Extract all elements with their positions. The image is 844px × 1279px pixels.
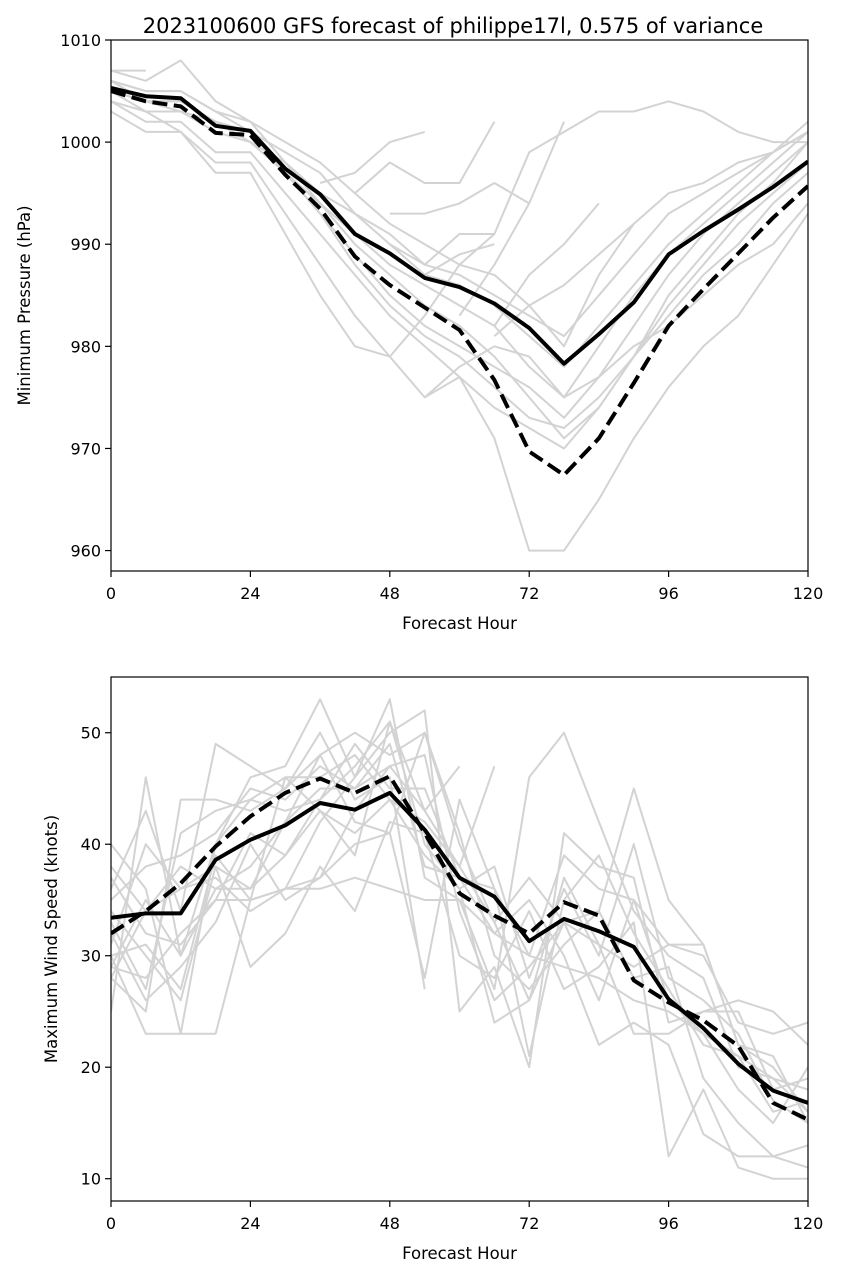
ensemble-member-line — [111, 731, 808, 1124]
x-tick-label: 120 — [793, 1214, 824, 1233]
pressure-x-axis-label: Forecast Hour — [402, 614, 517, 633]
pressure-ensemble-members — [111, 59, 808, 552]
y-tick-label: 40 — [81, 835, 101, 854]
x-tick-label: 72 — [519, 584, 539, 603]
ensemble-member-line — [389, 182, 530, 215]
y-tick-label: 990 — [70, 235, 101, 254]
wind-mean-series — [111, 774, 808, 1122]
ensemble-member-line — [424, 202, 808, 399]
ensemble-member-line — [111, 59, 808, 399]
y-tick-label: 970 — [70, 439, 101, 458]
pressure-mean-series — [111, 86, 808, 477]
y-tick-label: 960 — [70, 542, 101, 561]
mean-line-solid — [111, 790, 808, 1105]
mean-line-solid — [111, 86, 808, 366]
wind-x-ticks: 0 24 48 72 96 120 — [106, 1201, 823, 1233]
wind-y-ticks: 10 20 30 40 50 — [81, 724, 111, 1189]
ensemble-member-line — [424, 243, 495, 276]
mean-line-dashed — [111, 774, 808, 1122]
y-tick-label: 20 — [81, 1058, 101, 1077]
ensemble-member-line — [111, 754, 808, 1091]
ensemble-member-line — [389, 233, 495, 266]
ensemble-member-line — [111, 876, 808, 1091]
x-tick-label: 72 — [519, 1214, 539, 1233]
wind-x-axis-label: Forecast Hour — [402, 1244, 517, 1263]
ensemble-member-line — [111, 798, 808, 1124]
y-tick-label: 30 — [81, 947, 101, 966]
y-tick-label: 50 — [81, 724, 101, 743]
wind-y-axis-label: Maximum Wind Speed (knots) — [42, 815, 61, 1063]
x-tick-label: 24 — [240, 1214, 260, 1233]
x-tick-label: 120 — [793, 584, 824, 603]
y-tick-label: 10 — [81, 1170, 101, 1189]
ensemble-member-line — [111, 90, 808, 440]
ensemble-member-line — [111, 79, 808, 348]
ensemble-member-line — [319, 130, 425, 184]
ensemble-member-line — [111, 720, 808, 1113]
x-tick-label: 24 — [240, 584, 260, 603]
y-tick-label: 1010 — [60, 31, 101, 50]
ensemble-member-line — [111, 79, 808, 419]
mean-line-dashed — [111, 89, 808, 477]
ensemble-member-line — [111, 79, 808, 429]
x-tick-label: 48 — [380, 1214, 400, 1233]
y-tick-label: 1000 — [60, 133, 101, 152]
x-tick-label: 96 — [658, 584, 678, 603]
pressure-axes: 0 24 48 72 96 120 960 970 980 990 1000 1010 Foreca… — [15, 31, 823, 633]
wind-ensemble-members — [111, 698, 808, 1180]
ensemble-member-line — [111, 110, 808, 552]
pressure-x-ticks: 0 24 48 72 96 120 — [106, 571, 823, 603]
x-tick-label: 48 — [380, 584, 400, 603]
ensemble-member-line — [111, 731, 808, 1158]
pressure-y-axis-label: Minimum Pressure (hPa) — [15, 205, 34, 405]
ensemble-member-line — [458, 121, 565, 317]
x-tick-label: 0 — [106, 1214, 116, 1233]
pressure-plot-frame — [110, 39, 809, 572]
ensemble-member-line — [493, 202, 600, 327]
ensemble-member-line — [354, 121, 496, 194]
ensemble-member-line — [493, 223, 635, 337]
pressure-y-ticks: 960 970 980 990 1000 1010 — [60, 31, 111, 561]
ensemble-member-line — [111, 720, 461, 991]
wind-plot-frame — [110, 676, 809, 1202]
wind-axes: 0 24 48 72 96 120 10 20 30 40 50 Forecast Hour Ma… — [42, 676, 823, 1263]
figure-title: 2023100600 GFS forecast of philippe17l, … — [143, 14, 764, 38]
x-tick-label: 96 — [658, 1214, 678, 1233]
ensemble-member-line — [111, 698, 808, 1113]
x-tick-label: 0 — [106, 584, 116, 603]
y-tick-label: 980 — [70, 337, 101, 356]
